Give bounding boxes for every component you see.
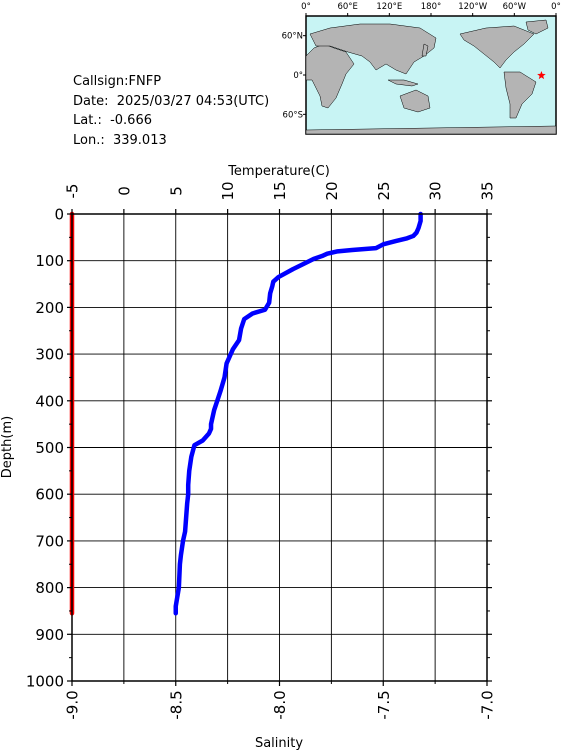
map-lat-label: 0°	[293, 71, 303, 81]
temperature-profile-line	[173, 211, 423, 616]
depth-tick-label: 0	[54, 206, 64, 224]
latitude-text: Lat.: -0.666	[73, 113, 152, 128]
map-lon-label: 180°	[421, 2, 441, 12]
depth-tick-label: 700	[35, 532, 64, 550]
depth-tick-label: 800	[35, 579, 64, 597]
map-lon-label: 120°E	[376, 2, 402, 12]
depth-tick-label: 600	[35, 486, 64, 504]
salinity-tick-label: -8.0	[271, 690, 289, 719]
temperature-tick-label: 10	[219, 181, 237, 200]
depth-tick-label: 100	[35, 252, 64, 270]
land-indonesia	[387, 79, 419, 87]
temperature-tick-label: 30	[427, 181, 445, 200]
temperature-tick-label: 20	[323, 181, 341, 200]
salinity-tick-label: -8.5	[167, 690, 185, 719]
land-antarctica	[305, 125, 557, 135]
land-greenland	[525, 19, 549, 35]
depth-tick-label: 900	[35, 626, 64, 644]
salinity-tick-label: -7.0	[479, 690, 497, 719]
temperature-tick-label: 5	[167, 186, 185, 196]
depth-tick-label: 500	[35, 439, 64, 457]
land-japan	[421, 43, 429, 57]
map-lon-label: 0°	[551, 2, 561, 12]
longitude-text: Lon.: 339.013	[73, 132, 167, 148]
land-south-america	[503, 71, 537, 119]
map-lon-label: 0°	[301, 2, 311, 12]
depth-axis-title: Depth(m)	[0, 416, 15, 478]
temperature-axis-title: Temperature(C)	[227, 164, 330, 179]
map-lat-label: 60°S	[283, 110, 303, 120]
station-info: Callsign:FNFP Date: 2025/03/27 04:53(UTC…	[73, 72, 269, 150]
map-lat-label: 60°N	[282, 32, 303, 42]
land-australia	[399, 89, 431, 113]
temperature-tick-label: 0	[115, 186, 133, 196]
land-asia	[309, 23, 437, 75]
depth-tick-label: 200	[35, 299, 64, 317]
salinity-tick-label: -9.0	[64, 690, 82, 719]
callsign-text: Callsign:FNFP	[73, 74, 162, 89]
land-north-america	[459, 25, 535, 69]
temperature-tick-label: -5	[64, 184, 82, 199]
map-lon-label: 60°E	[337, 2, 357, 12]
depth-tick-label: 300	[35, 346, 64, 364]
location-marker-star	[537, 70, 546, 80]
salinity-axis-title: Salinity	[255, 736, 303, 751]
map-lon-label: 120°W	[458, 2, 487, 12]
temperature-tick-label: 25	[375, 181, 393, 200]
temperature-tick-label: 15	[271, 181, 289, 200]
date-text: Date: 2025/03/27 04:53(UTC)	[73, 93, 270, 109]
temperature-tick-label: 35	[479, 181, 497, 200]
map-land	[305, 19, 557, 135]
depth-tick-label: 1000	[26, 673, 64, 691]
map-lon-label: 60°W	[503, 2, 527, 12]
depth-tick-label: 400	[35, 392, 64, 410]
salinity-tick-label: -7.5	[375, 690, 393, 719]
